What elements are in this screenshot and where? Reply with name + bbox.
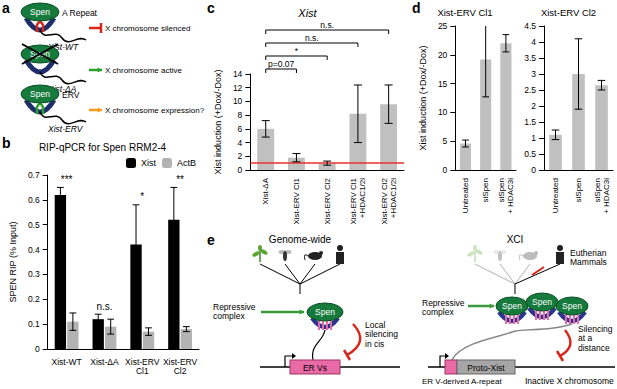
svg-text:***: *** <box>61 174 73 185</box>
html-text:b: b <box>2 135 11 151</box>
svg-text:Xist induction (+Dox/-Dox): Xist induction (+Dox/-Dox) <box>418 46 428 151</box>
svg-text:siSpen: siSpen <box>481 178 490 202</box>
svg-text:Spen: Spen <box>502 301 522 311</box>
svg-text:20: 20 <box>438 50 448 60</box>
html-text:d: d <box>412 0 421 16</box>
svg-text:Repressivecomplex: Repressivecomplex <box>422 298 465 317</box>
svg-text:Xist induction (+Dox/-Dox): Xist induction (+Dox/-Dox) <box>213 70 223 175</box>
svg-text:4: 4 <box>531 37 536 47</box>
svg-text:Xist-ERV Cl2: Xist-ERV Cl2 <box>380 177 389 224</box>
svg-text:0.6: 0.6 <box>28 195 40 205</box>
svg-text:12: 12 <box>233 83 243 93</box>
svg-text:siSpen: siSpen <box>574 178 583 202</box>
svg-text:Proto-Xist: Proto-Xist <box>467 363 505 373</box>
svg-text:Xist: Xist <box>297 7 317 19</box>
svg-text:Cl1: Cl1 <box>136 366 149 376</box>
svg-text:Xist: Xist <box>141 158 157 168</box>
svg-text:Xist-WT: Xist-WT <box>48 42 79 52</box>
svg-text:6: 6 <box>238 124 243 134</box>
svg-text:ActB: ActB <box>177 158 196 168</box>
svg-text:Xist-ERV: Xist-ERV <box>47 124 84 134</box>
svg-text:Spen: Spen <box>30 89 50 99</box>
svg-text:X chromosome active: X chromosome active <box>105 66 182 75</box>
svg-text:Localsilencingin cis: Localsilencingin cis <box>365 320 398 349</box>
svg-text:Inactive X chromosome: Inactive X chromosome <box>525 376 614 386</box>
svg-text:+HDAC1/2i: +HDAC1/2i <box>389 178 398 218</box>
svg-text:2: 2 <box>531 101 536 111</box>
svg-text:2.5: 2.5 <box>524 85 536 95</box>
svg-text:3: 3 <box>531 69 536 79</box>
svg-text:Cl2: Cl2 <box>174 366 187 376</box>
svg-text:10: 10 <box>233 96 243 106</box>
svg-text:siSpen: siSpen <box>593 178 602 202</box>
svg-text:Xist-ERV Cl1: Xist-ERV Cl1 <box>292 177 301 224</box>
svg-text:4: 4 <box>238 138 243 148</box>
svg-text:Spen: Spen <box>562 301 582 311</box>
svg-text:RIP-qPCR for Spen RRM2-4: RIP-qPCR for Spen RRM2-4 <box>39 142 167 153</box>
svg-text:XCI: XCI <box>507 234 524 245</box>
svg-text:+ HDAC3i: + HDAC3i <box>506 178 515 214</box>
svg-text:4.5: 4.5 <box>524 21 536 31</box>
svg-text:p=0.07: p=0.07 <box>268 59 295 69</box>
svg-text:0.2: 0.2 <box>28 294 40 304</box>
svg-text:n.s.: n.s. <box>96 301 112 312</box>
html-text:a: a <box>2 0 10 16</box>
svg-text:Xist-ERV: Xist-ERV <box>163 357 198 367</box>
svg-text:25: 25 <box>438 21 448 31</box>
svg-text:Untreated: Untreated <box>461 178 470 213</box>
svg-text:0.1: 0.1 <box>28 319 40 329</box>
svg-text:siSpen: siSpen <box>497 178 506 202</box>
html-text:c: c <box>207 0 215 16</box>
svg-text:EutherianMammals: EutherianMammals <box>570 248 607 267</box>
svg-text:0.7: 0.7 <box>28 170 40 180</box>
svg-text:15: 15 <box>438 79 448 89</box>
svg-text:ERV: ERV <box>62 90 80 100</box>
svg-text:*: * <box>295 46 299 56</box>
svg-text:Xist-ERV Cl2: Xist-ERV Cl2 <box>541 7 596 18</box>
svg-text:Genome-wide: Genome-wide <box>269 234 332 245</box>
svg-text:n.s.: n.s. <box>320 20 334 30</box>
svg-text:Xist-ΔA: Xist-ΔA <box>261 177 270 204</box>
svg-text:+HDAC1/2i: +HDAC1/2i <box>358 178 367 218</box>
svg-text:0.5: 0.5 <box>524 149 536 159</box>
svg-text:3.5: 3.5 <box>524 53 536 63</box>
svg-text:X chromosome silenced: X chromosome silenced <box>105 24 190 33</box>
svg-text:Xist-ERV: Xist-ERV <box>125 357 160 367</box>
svg-text:SPEN RIP (% Input): SPEN RIP (% Input) <box>8 222 18 303</box>
svg-text:ER V-derived A-repeat: ER V-derived A-repeat <box>422 377 502 386</box>
svg-text:Silencingat adistance: Silencingat adistance <box>578 324 613 353</box>
svg-text:A Repeat: A Repeat <box>62 8 98 18</box>
svg-text:Untreated: Untreated <box>551 178 560 213</box>
svg-text:Xist-ERV Cl1: Xist-ERV Cl1 <box>349 177 358 224</box>
svg-text:*: * <box>140 191 144 202</box>
svg-text:n.s.: n.s. <box>305 33 319 43</box>
svg-text:0: 0 <box>238 165 243 175</box>
svg-text:5: 5 <box>443 136 448 146</box>
svg-text:**: ** <box>176 174 184 185</box>
svg-text:Xist-WT: Xist-WT <box>52 357 82 367</box>
svg-text:ER Vs: ER Vs <box>303 363 327 373</box>
svg-text:Spen: Spen <box>30 7 50 17</box>
svg-text:0.3: 0.3 <box>28 269 40 279</box>
svg-text:0: 0 <box>531 165 536 175</box>
svg-text:0: 0 <box>443 165 448 175</box>
svg-text:1: 1 <box>531 133 536 143</box>
svg-text:1.5: 1.5 <box>524 117 536 127</box>
svg-text:Xist-ERV Cl1: Xist-ERV Cl1 <box>437 7 492 18</box>
svg-text:8: 8 <box>238 110 243 120</box>
svg-text:Xist-ΔA: Xist-ΔA <box>90 357 119 367</box>
svg-text:0.4: 0.4 <box>28 245 40 255</box>
html-text:e: e <box>207 232 215 248</box>
svg-text:0.5: 0.5 <box>28 220 40 230</box>
svg-text:0: 0 <box>35 344 40 354</box>
svg-text:X chromosome expression?: X chromosome expression? <box>105 106 205 115</box>
svg-text:2: 2 <box>238 151 243 161</box>
svg-text:Spen: Spen <box>532 297 552 307</box>
svg-text:Xist-ERV Cl2: Xist-ERV Cl2 <box>323 177 332 224</box>
svg-text:14: 14 <box>233 69 243 79</box>
svg-text:10: 10 <box>438 107 448 117</box>
svg-text:+ HDAC3i: + HDAC3i <box>602 178 611 214</box>
svg-text:Repressivecomplex: Repressivecomplex <box>213 302 256 321</box>
svg-text:Spen: Spen <box>315 307 335 317</box>
